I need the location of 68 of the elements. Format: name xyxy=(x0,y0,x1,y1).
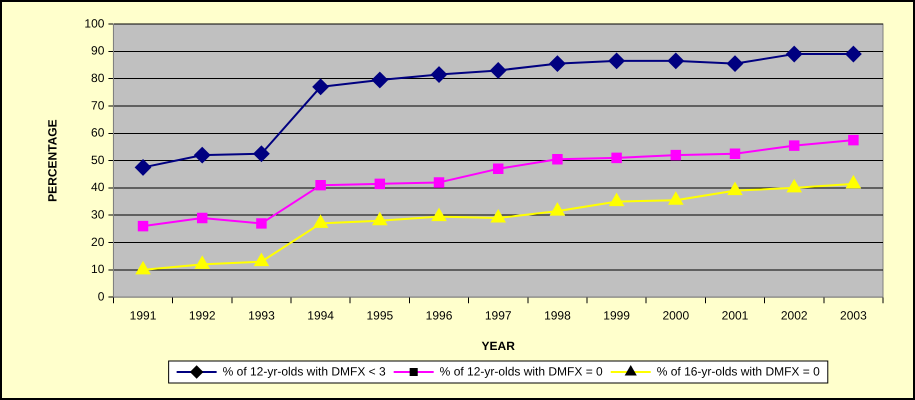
point xyxy=(611,152,622,164)
point xyxy=(256,218,267,229)
legend-label: % of 12-yr-olds with DMFX = 0 xyxy=(440,364,604,378)
point xyxy=(490,62,506,78)
y-tick-label: 30 xyxy=(91,208,105,222)
y-tick-label: 100 xyxy=(84,16,105,30)
x-tick-label: 1998 xyxy=(544,308,572,323)
y-axis-title: PERCENTAGE xyxy=(46,119,60,202)
x-tick-label: 1997 xyxy=(484,308,512,323)
y-tick-label: 60 xyxy=(91,126,105,140)
point xyxy=(492,164,504,174)
point xyxy=(195,256,210,269)
point xyxy=(312,78,329,95)
point xyxy=(788,140,800,151)
point xyxy=(434,177,444,188)
point xyxy=(432,208,446,222)
point xyxy=(786,46,802,62)
point xyxy=(608,52,625,69)
x-axis-title: YEAR xyxy=(482,339,516,354)
point xyxy=(549,56,566,72)
x-tick-label: 1999 xyxy=(603,308,630,323)
point xyxy=(730,148,740,160)
point xyxy=(374,178,386,190)
point xyxy=(194,147,210,164)
point xyxy=(372,212,387,226)
point xyxy=(491,210,506,222)
x-tick-label: 1991 xyxy=(130,308,157,323)
point xyxy=(787,180,802,192)
x-tick-label: 1992 xyxy=(188,308,216,323)
point xyxy=(668,192,683,205)
x-tick-label: 1996 xyxy=(426,308,453,323)
point xyxy=(610,194,624,206)
point xyxy=(670,150,682,160)
x-tick-label: 1995 xyxy=(366,308,394,323)
point xyxy=(848,134,859,146)
y-tick-label: 20 xyxy=(91,234,105,249)
y-tick-label: 50 xyxy=(91,152,105,167)
y-tick-label: 70 xyxy=(91,98,105,112)
x-tick-label: 2002 xyxy=(780,308,808,323)
x-tick-label: 2000 xyxy=(662,308,690,323)
point xyxy=(552,154,563,164)
x-tick-label: 2001 xyxy=(722,308,749,323)
legend-label: % of 12-yr-olds with DMFX < 3 xyxy=(222,364,386,378)
y-tick-label: 90 xyxy=(91,44,105,58)
y-tick-label: 10 xyxy=(91,262,105,276)
x-tick-label: 1994 xyxy=(307,308,334,323)
y-tick-label: 80 xyxy=(91,70,105,85)
point xyxy=(550,203,564,216)
y-tick-label: 0 xyxy=(98,290,105,304)
point xyxy=(135,159,152,176)
point xyxy=(845,46,862,62)
point xyxy=(431,66,448,83)
point xyxy=(253,146,270,162)
point xyxy=(846,176,860,188)
point xyxy=(372,72,388,88)
point xyxy=(136,262,150,274)
point xyxy=(254,254,268,266)
legend-label: % of 16-yr-olds with DMFX = 0 xyxy=(656,364,820,378)
point xyxy=(727,56,744,72)
point xyxy=(728,182,742,196)
x-tick-label: 1993 xyxy=(248,308,276,323)
x-tick-label: 2003 xyxy=(840,308,868,323)
point xyxy=(196,212,208,224)
point xyxy=(668,52,684,69)
point xyxy=(314,215,328,228)
y-tick-label: 40 xyxy=(91,180,105,194)
point xyxy=(315,180,326,190)
point xyxy=(138,220,148,232)
